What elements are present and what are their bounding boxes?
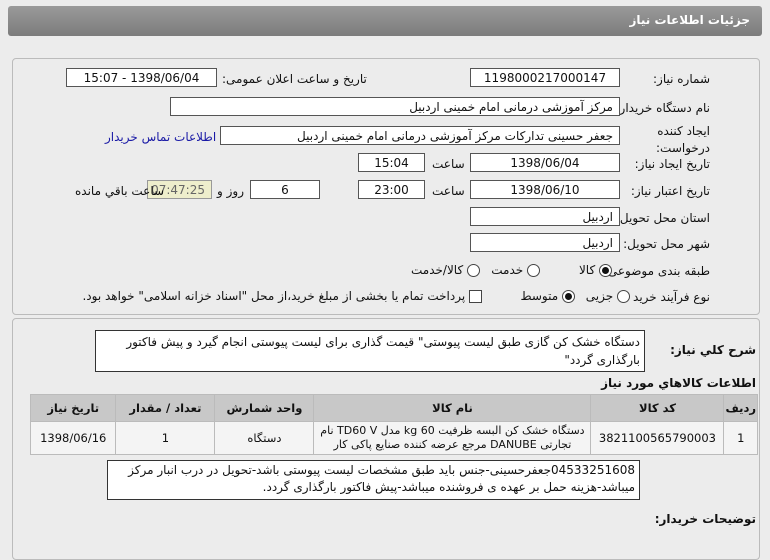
valid-time-label: ساعت [432,184,465,198]
treasury-payment-checkbox[interactable]: پرداخت تمام یا بخشی از مبلغ خرید،از محل … [82,289,482,303]
col-date: تاریخ نیاز [29,394,117,422]
cell-row: 1 [723,421,758,455]
notes-text: 04533251608جعفرحسینی-جنس باید طبق مشخصات… [107,460,640,500]
process-radio-minor[interactable]: جزیی [586,289,630,303]
buyer-field[interactable]: مرکز آموزشی درمانی امام خمینی اردبیل [170,97,620,116]
summary-label: شرح کلي نياز: [670,343,756,357]
buyer-label: نام دستگاه خریدار: [615,101,711,115]
city-label: شهر محل تحویل: [623,237,710,251]
buyer-contact-link[interactable]: اطلاعات تماس خریدار [105,130,217,144]
days-field[interactable]: 6 [250,180,320,199]
notes-label: توضیحات خریدار: [654,512,756,526]
remaining-time-field: 07:47:25 [147,180,212,199]
cell-code: 3821100565790003 [590,421,725,455]
category-label: طبقه بندی موضوعی: [603,264,710,278]
col-name: نام کالا [313,394,592,422]
category-radio-goods-service[interactable]: کالا/خدمت [411,263,480,277]
category-radio-service[interactable]: خدمت [491,263,540,277]
radio-selected-icon[interactable] [562,290,575,303]
summary-text: دستگاه خشک کن گازی طبق لیست پیوستی" قیمت… [95,330,645,372]
page-title: جزئیات اطلاعات نیاز [629,13,750,27]
created-date-field[interactable]: 1398/06/04 [470,153,620,172]
province-field[interactable]: اردبیل [470,207,620,226]
cell-qty: 1 [115,421,216,455]
valid-label: تاریخ اعتبار نیاز: [630,184,710,198]
need-number-label: شماره نیاز: [653,72,710,86]
remaining-label: ساعت باقي مانده [75,184,165,198]
cell-name: دستگاه خشک کن البسه ظرفیت 60 kg مدل TD60… [313,421,592,455]
valid-time-field[interactable]: 23:00 [358,180,425,199]
cell-unit: دستگاه [214,421,315,455]
created-label: تاریخ ایجاد نیاز: [634,157,710,171]
announce-field[interactable]: 1398/06/04 - 15:07 [66,68,217,87]
province-label: استان محل تحویل: [615,211,710,225]
radio-icon[interactable] [467,264,480,277]
city-field[interactable]: اردبیل [470,233,620,252]
col-row: ردیف [723,394,758,422]
valid-date-field[interactable]: 1398/06/10 [470,180,620,199]
created-time-label: ساعت [432,157,465,171]
col-unit: واحد شمارش [214,394,315,422]
col-qty: تعداد / مقدار [115,394,216,422]
table-row: 1 3821100565790003 دستگاه خشک کن البسه ظ… [29,421,758,455]
days-label: روز و [217,184,244,198]
table-header-row: ردیف کد کالا نام کالا واحد شمارش تعداد /… [29,394,758,422]
process-radio-medium[interactable]: متوسط [520,289,575,303]
cell-date: 1398/06/16 [29,421,117,455]
col-code: کد کالا [590,394,725,422]
radio-icon[interactable] [527,264,540,277]
creator-field[interactable]: جعفر حسینی تدارکات مرکز آموزشی درمانی ام… [220,126,620,145]
goods-table: ردیف کد کالا نام کالا واحد شمارش تعداد /… [29,394,758,455]
checkbox-icon[interactable] [469,290,482,303]
category-radio-goods[interactable]: کالا [579,263,612,277]
radio-icon[interactable] [617,290,630,303]
goods-title: اطلاعات کالاهاي مورد نياز [601,376,756,390]
radio-selected-icon[interactable] [599,264,612,277]
announce-label: تاریخ و ساعت اعلان عمومی: [222,72,367,86]
creator-label: ایجاد کننده درخواست: [656,124,710,155]
need-number-field[interactable]: 1198000217000147 [470,68,620,87]
process-label: نوع فرآیند خرید : [625,290,710,304]
header-bar [8,6,762,36]
created-time-field[interactable]: 15:04 [358,153,425,172]
